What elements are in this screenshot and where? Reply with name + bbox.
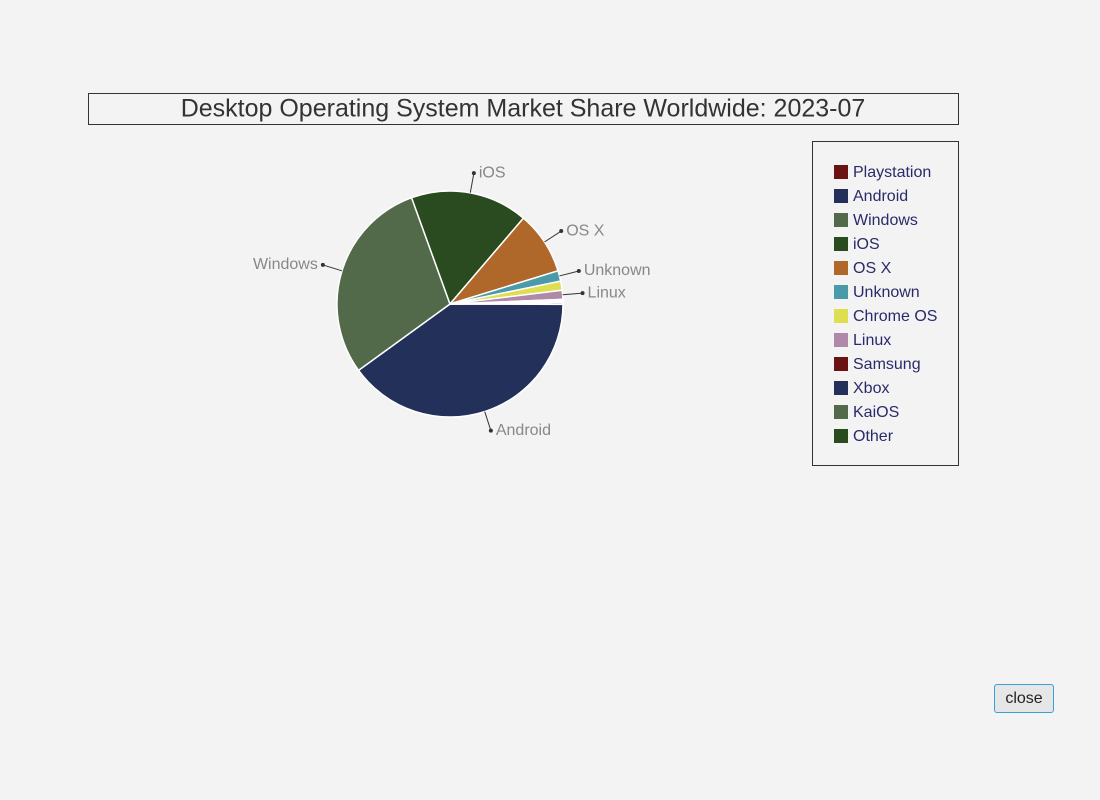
slice-label: Linux	[588, 284, 626, 301]
title-box	[88, 93, 959, 125]
leader-dot	[580, 291, 585, 296]
legend-label: Xbox	[853, 380, 889, 397]
legend-swatch	[834, 309, 848, 323]
slice-label: Android	[496, 422, 551, 439]
leader-dot	[320, 262, 325, 267]
slice-label: OS X	[566, 222, 605, 239]
legend-swatch	[834, 213, 848, 227]
leader-line	[322, 264, 343, 272]
legend-swatch	[834, 381, 848, 395]
legend-swatch	[834, 165, 848, 179]
legend-label: Samsung	[853, 356, 921, 373]
leader-dot	[576, 268, 581, 273]
legend-box	[812, 141, 959, 466]
legend-label: Other	[853, 428, 894, 445]
leader-line	[559, 270, 579, 277]
slice-label: iOS	[479, 164, 506, 181]
legend-label: Windows	[853, 212, 918, 229]
legend-swatch	[834, 285, 848, 299]
legend-swatch	[834, 357, 848, 371]
slice-label: Windows	[253, 256, 318, 273]
legend-swatch	[834, 429, 848, 443]
legend-label: Chrome OS	[853, 308, 937, 325]
leader-line	[562, 292, 583, 296]
leader-line	[544, 230, 562, 243]
legend-label: Unknown	[853, 284, 920, 301]
pie-slice	[357, 303, 564, 418]
legend-label: iOS	[853, 236, 880, 253]
legend-label: Android	[853, 188, 908, 205]
legend-swatch	[834, 333, 848, 347]
leader-dot	[559, 229, 564, 234]
pie-slice	[449, 301, 564, 305]
leader-line	[484, 411, 492, 431]
legend-swatch	[834, 237, 848, 251]
leader-line	[469, 173, 475, 193]
leader-dot	[471, 171, 476, 176]
leader-dot	[488, 428, 493, 433]
legend-swatch	[834, 405, 848, 419]
legend-label: Playstation	[853, 164, 931, 181]
legend-label: KaiOS	[853, 404, 899, 421]
legend-label: Linux	[853, 332, 891, 349]
legend-swatch	[834, 189, 848, 203]
chart-title: Desktop Operating System Market Share Wo…	[181, 95, 866, 123]
legend-label: OS X	[853, 260, 892, 277]
legend-swatch	[834, 261, 848, 275]
slice-label: Unknown	[584, 262, 651, 279]
close-button[interactable]: close	[994, 684, 1054, 713]
